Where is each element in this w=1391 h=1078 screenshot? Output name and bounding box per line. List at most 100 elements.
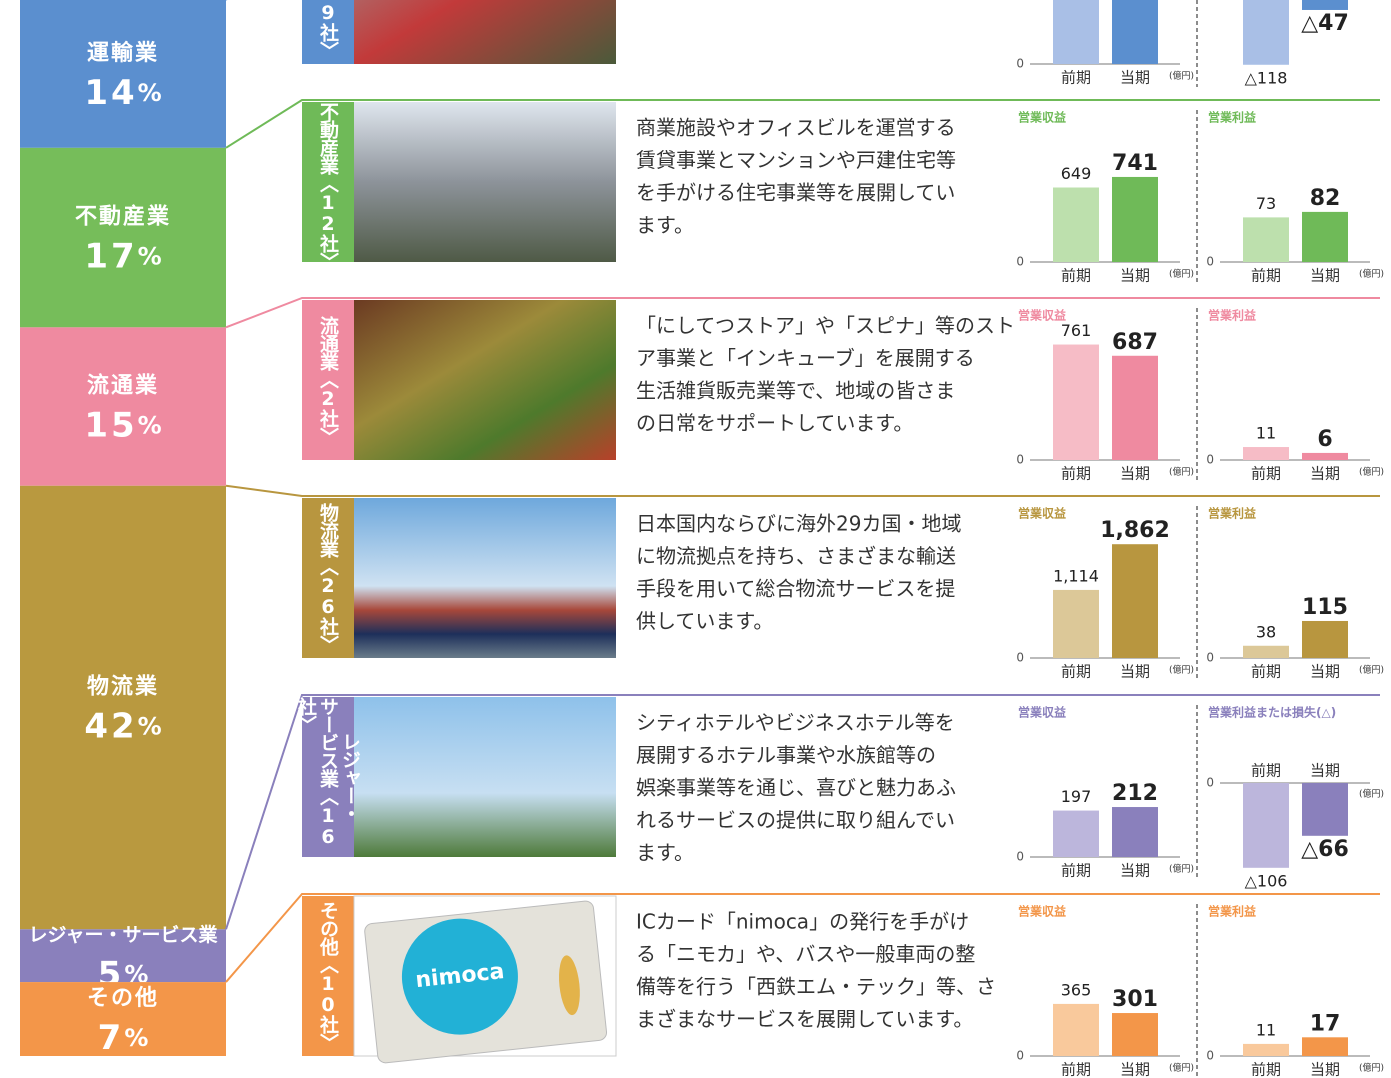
description-line: を手がける住宅事業等を展開してい xyxy=(636,181,955,205)
value-label: △118 xyxy=(1245,68,1288,87)
y-tick-label: 0 xyxy=(1206,776,1214,790)
category-label: 当期 xyxy=(1120,862,1150,880)
y-tick-label: 0 xyxy=(1016,651,1024,665)
bar xyxy=(1053,344,1099,460)
percent-unit: % xyxy=(138,243,162,271)
unit-label: (億円) xyxy=(1359,788,1384,800)
category-label: 前期 xyxy=(1061,267,1091,285)
unit-label: (億円) xyxy=(1169,863,1194,875)
bar xyxy=(1302,620,1348,658)
tab-bg xyxy=(302,0,354,64)
photo xyxy=(354,300,616,460)
segment xyxy=(20,0,226,148)
description-line: ます。 xyxy=(636,841,694,865)
category-label: 前期 xyxy=(1061,465,1091,483)
connector xyxy=(225,694,1380,930)
category-label: 前期 xyxy=(1251,267,1281,285)
bar xyxy=(1112,544,1158,658)
chart-title: 営業利益または損失(△) xyxy=(1208,705,1336,720)
y-tick-label: 0 xyxy=(1206,1049,1214,1063)
chart-title: 営業収益 xyxy=(1018,506,1066,521)
unit-label: (億円) xyxy=(1169,664,1194,676)
segment xyxy=(20,327,226,486)
value-label: △47 xyxy=(1301,11,1349,36)
description-line: 娯楽事業等を通じ、喜びと魅力あふ xyxy=(636,776,956,800)
chart-title: 営業収益 xyxy=(1018,110,1066,125)
value-label: 741 xyxy=(1112,151,1158,176)
y-tick-label: 0 xyxy=(1016,1049,1024,1063)
value-label: 73 xyxy=(1256,194,1276,213)
bar xyxy=(1243,1043,1289,1056)
chart-title: 営業収益 xyxy=(1018,904,1066,919)
unit-label: (億円) xyxy=(1169,70,1194,82)
value-label: 82 xyxy=(1310,186,1341,211)
category-label: 当期 xyxy=(1310,465,1340,483)
segment-percent: 7% xyxy=(98,1018,149,1058)
tab: その他〈10社〉 xyxy=(302,896,354,1056)
bar xyxy=(1112,355,1158,460)
category-label: 当期 xyxy=(1310,663,1340,681)
unit-label: (億円) xyxy=(1359,664,1384,676)
tab-text: 不動産業〈12社〉 xyxy=(317,102,339,270)
category-label: 前期 xyxy=(1251,1061,1281,1078)
bar xyxy=(1053,1003,1099,1056)
bar xyxy=(1112,1013,1158,1056)
description-line: シティホテルやビジネスホテル等を xyxy=(636,711,955,735)
category-label: 当期 xyxy=(1310,267,1340,285)
unit-label: (億円) xyxy=(1169,268,1194,280)
bar xyxy=(1053,589,1099,658)
y-tick-label: 0 xyxy=(1206,453,1214,467)
percent-value: 7 xyxy=(98,1018,125,1058)
chart-title: 営業利益 xyxy=(1208,110,1256,125)
unit-label: (億円) xyxy=(1359,466,1384,478)
photo xyxy=(354,697,616,857)
tab: 物流業〈26社〉 xyxy=(302,498,354,658)
description-line: れるサービスの提供に取り組んでい xyxy=(636,808,955,832)
y-tick-label: 0 xyxy=(1206,651,1214,665)
category-label: 前期 xyxy=(1061,1061,1091,1078)
segment-name: 流通業 xyxy=(87,373,159,399)
category-label: 当期 xyxy=(1120,1061,1150,1078)
bar xyxy=(1053,187,1099,262)
tab-text: その他〈10社〉 xyxy=(317,901,339,1051)
photo xyxy=(354,498,616,658)
value-label: 11 xyxy=(1256,424,1276,443)
bar xyxy=(1112,807,1158,857)
unit-label: (億円) xyxy=(1359,268,1384,280)
card-circle xyxy=(401,918,518,1035)
chart-title: 営業収益 xyxy=(1018,705,1066,720)
value-label: 301 xyxy=(1112,987,1158,1012)
description-line: 手段を用いて総合物流サービスを提 xyxy=(636,577,955,601)
segment xyxy=(20,929,226,983)
value-label: 6 xyxy=(1317,427,1332,452)
value-label: 1,114 xyxy=(1053,566,1099,585)
bar xyxy=(1302,0,1348,10)
description-line: ます。 xyxy=(636,213,694,237)
tab-text: レジャー・ xyxy=(339,732,361,822)
percent-unit: % xyxy=(138,713,162,741)
category-label: 前期 xyxy=(1061,69,1091,87)
y-tick-label: 0 xyxy=(1016,850,1024,864)
tab: 不動産業〈12社〉 xyxy=(302,102,354,270)
chart-title: 営業収益 xyxy=(1018,308,1066,323)
description-line: 備等を行う「西鉄エム・テック」等、さ xyxy=(636,975,996,999)
percent-unit: % xyxy=(124,1024,148,1052)
segment xyxy=(20,147,226,328)
percent-value: 17 xyxy=(84,236,137,276)
segment-name: 運輸業 xyxy=(87,40,159,66)
category-label: 当期 xyxy=(1310,762,1340,780)
tab-bg xyxy=(302,102,354,262)
segment-name: 物流業 xyxy=(87,674,159,700)
description-line: 賃貸事業とマンションや戸建住宅等 xyxy=(636,148,956,172)
description-line: 日本国内ならびに海外29カ国・地域 xyxy=(636,512,961,536)
category-label: 前期 xyxy=(1251,762,1281,780)
value-label: 687 xyxy=(1112,330,1158,355)
tab: 運輸業〈19社〉 xyxy=(302,0,354,64)
category-label: 前期 xyxy=(1061,862,1091,880)
description-line: ICカード「nimoca」の発行を手がけ xyxy=(636,910,969,934)
bar xyxy=(1243,447,1289,460)
unit-label: (億円) xyxy=(1169,466,1194,478)
value-label: 365 xyxy=(1061,980,1092,999)
